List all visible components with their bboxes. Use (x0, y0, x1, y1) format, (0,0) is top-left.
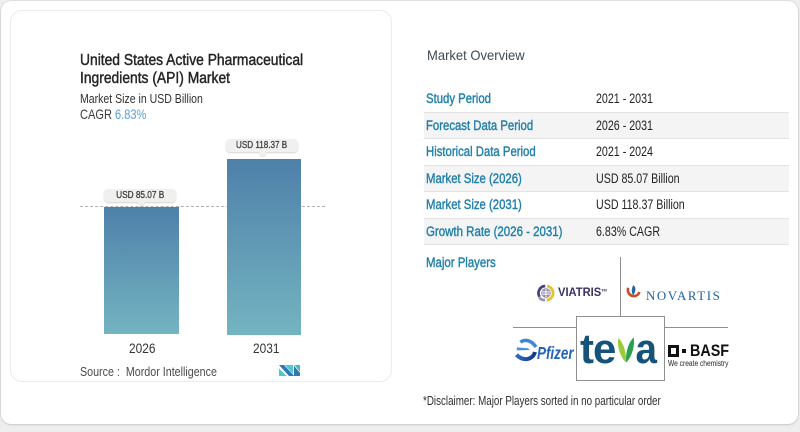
svg-text:te: te (580, 325, 615, 368)
svg-text:a: a (636, 324, 658, 368)
